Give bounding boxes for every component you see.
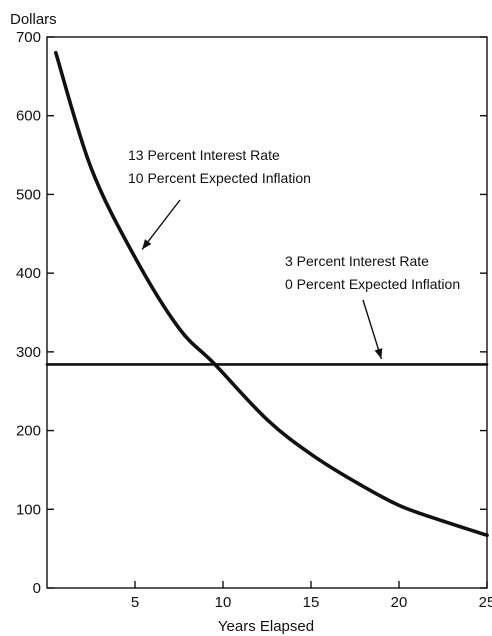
y-tick-label: 500 [16,186,41,203]
annotation-text: 0 Percent Expected Inflation [285,276,460,292]
y-tick-label: 700 [16,29,41,46]
x-tick-label: 10 [215,594,232,611]
annotation-arrowhead [142,239,152,250]
annotation-text: 13 Percent Interest Rate [128,147,280,163]
y-tick-label: 100 [16,501,41,518]
annotation-arrow-line [362,299,383,360]
annotation-arrow-line [141,199,181,250]
annotation-text: 10 Percent Expected Inflation [128,170,311,186]
y-tick-label: 300 [16,344,41,361]
x-tick-label: 20 [391,594,408,611]
annotation-text: 3 Percent Interest Rate [285,253,429,269]
y-tick-label: 0 [33,580,41,597]
y-axis-label: Dollars [10,11,57,28]
plot-frame [46,36,488,589]
y-tick-label: 600 [16,108,41,125]
y-tick-label: 400 [16,265,41,282]
x-tick-label: 25 [479,594,492,611]
y-tick-label: 200 [16,423,41,440]
annotation-arrowhead [374,348,383,359]
series-line-13-percent [54,50,489,538]
x-tick-label: 5 [131,594,139,611]
x-tick-label: 15 [303,594,320,611]
x-axis-label: Years Elapsed [218,618,314,635]
